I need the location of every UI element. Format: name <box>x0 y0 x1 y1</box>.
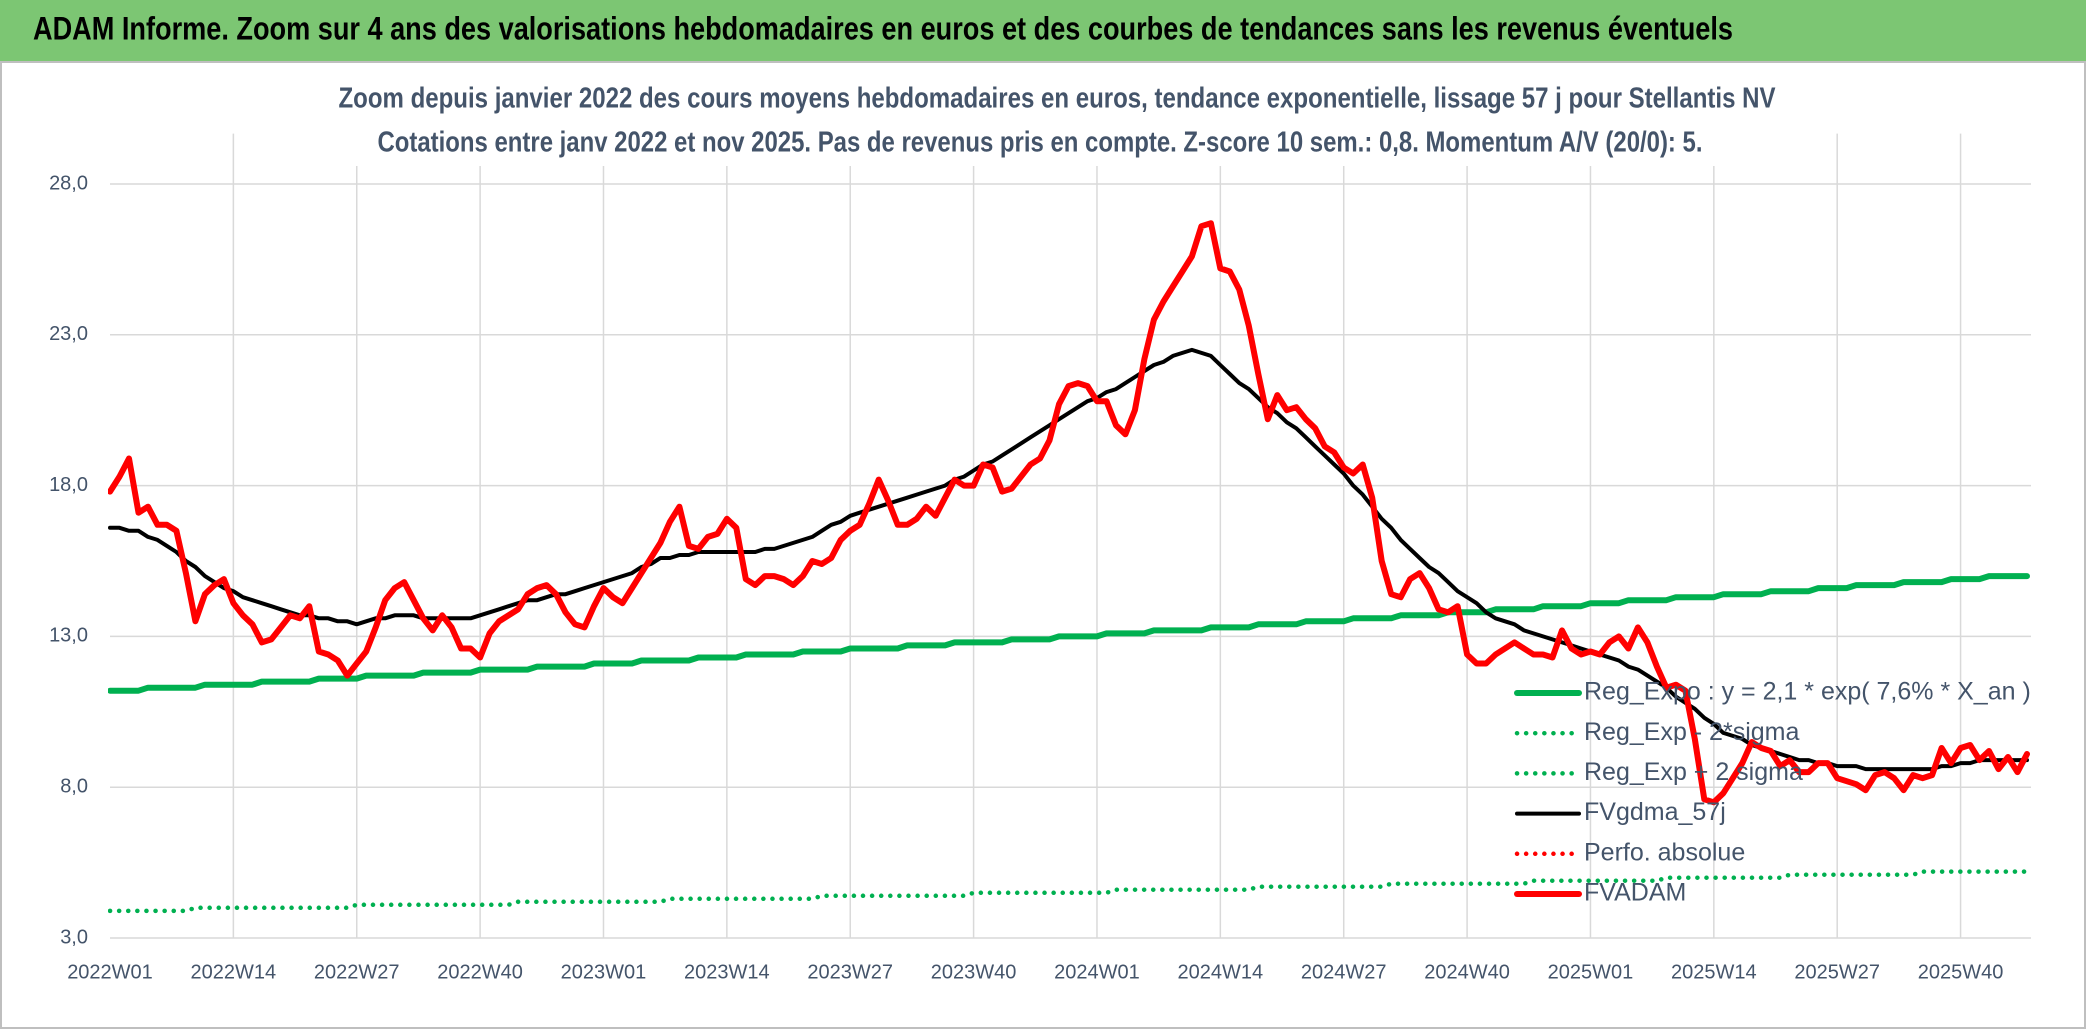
legend-label: FVgdma_57j <box>1584 798 1726 826</box>
legend: Reg_Expo : y = 2,1 * exp( 7,6% * X_an ) R… <box>1514 678 2031 907</box>
y-tick-label: 3,0 <box>60 926 88 948</box>
grid: 3,0 8,0 13,0 18,0 23,0 28,0 2022W01 2022W14 2022… <box>49 133 2031 983</box>
x-tick-label: 2024W01 <box>1054 961 1140 983</box>
x-tick-label: 2023W40 <box>931 961 1017 983</box>
x-tick-label: 2022W01 <box>67 961 153 983</box>
legend-label: Reg_Exp - 2*sigma <box>1584 718 1799 746</box>
legend-label: Reg_Exp + 2 sigma <box>1584 758 1803 786</box>
y-tick-label: 23,0 <box>49 323 88 345</box>
y-tick-label: 8,0 <box>60 775 88 797</box>
x-tick-label: 2024W14 <box>1178 961 1264 983</box>
chart-frame <box>0 61 2086 1029</box>
y-tick-label: 13,0 <box>49 625 88 647</box>
x-tick-label: 2023W27 <box>807 961 893 983</box>
legend-label: Perfo. absolue <box>1584 838 1745 866</box>
x-tick-label: 2024W40 <box>1424 961 1510 983</box>
series-line <box>108 573 2030 694</box>
subtitle-background <box>326 78 1746 166</box>
series-line <box>108 220 2030 806</box>
legend-label: FVADAM <box>1584 879 1686 907</box>
x-tick-label: 2025W40 <box>1918 961 2004 983</box>
header-bar <box>0 0 2086 62</box>
x-tick-label: 2022W27 <box>314 961 400 983</box>
x-tick-label: 2025W27 <box>1794 961 1880 983</box>
x-tick-label: 2022W14 <box>191 961 277 983</box>
x-tick-label: 2022W40 <box>437 961 523 983</box>
subtitle-line: Zoom depuis janvier 2022 des cours moyen… <box>339 83 1777 115</box>
x-tick-label: 2025W14 <box>1671 961 1757 983</box>
series-line <box>108 869 2030 914</box>
x-tick-label: 2023W14 <box>684 961 770 983</box>
series-line <box>108 347 2029 772</box>
x-tick-label: 2024W27 <box>1301 961 1387 983</box>
x-tick-label: 2025W01 <box>1548 961 1634 983</box>
x-tick-label: 2023W01 <box>561 961 647 983</box>
y-tick-label: 28,0 <box>49 172 88 194</box>
chart-title: ADAM Informe. Zoom sur 4 ans des valoris… <box>33 10 1733 46</box>
legend-label: Reg_Expo : y = 2,1 * exp( 7,6% * X_an ) <box>1584 678 2031 706</box>
y-tick-label: 18,0 <box>49 474 88 496</box>
plot-area <box>108 220 2030 914</box>
subtitle-line: Cotations entre janv 2022 et nov 2025. P… <box>378 127 1703 159</box>
